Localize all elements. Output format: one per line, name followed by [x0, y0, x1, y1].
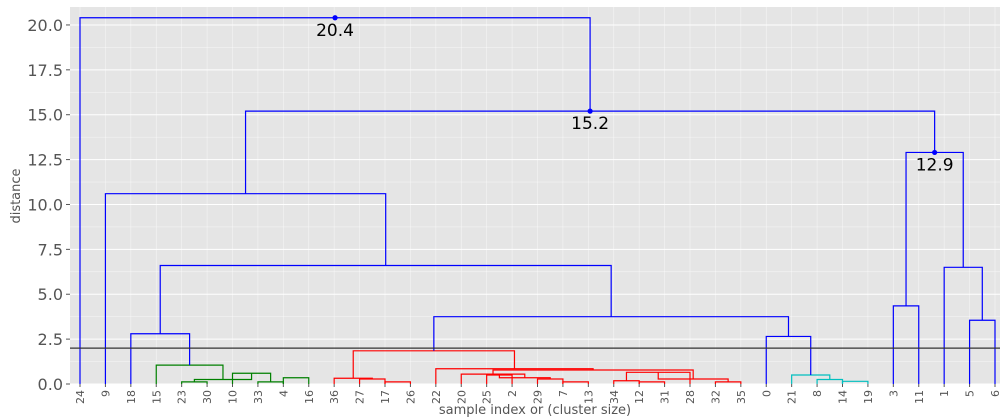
x-tick-label: 28	[684, 390, 697, 404]
x-tick-label: 30	[201, 390, 214, 404]
x-tick-label: 31	[659, 390, 672, 404]
x-tick-label: 0	[760, 390, 773, 397]
annotation-dot	[332, 15, 338, 21]
x-tick-label: 5	[964, 390, 977, 397]
dendrogram-link	[791, 374, 831, 384]
dendrogram-link	[193, 373, 253, 382]
x-tick-label: 22	[430, 390, 443, 404]
x-tick-label: 27	[354, 390, 367, 404]
y-tick-label: 7.5	[38, 240, 63, 259]
annotation-label: 15.2	[571, 114, 609, 134]
annotation-dot	[932, 149, 938, 156]
x-tick-label: 29	[532, 390, 545, 404]
x-tick-label: 25	[481, 390, 494, 404]
y-tick-label: 10.0	[27, 195, 63, 214]
dendrogram-link	[562, 381, 589, 384]
x-tick-label: 15	[150, 390, 163, 404]
dendrogram-link	[841, 380, 869, 384]
y-tick-label: 5.0	[38, 285, 63, 304]
x-tick-label: 26	[404, 390, 417, 404]
dendrogram-link	[104, 193, 387, 384]
y-tick-label: 0.0	[38, 375, 63, 394]
x-tick-label: 3	[887, 390, 900, 397]
annotations: 20.4 15.2 12.9	[316, 15, 954, 175]
dendrogram-link	[638, 381, 666, 384]
x-tick-label: 24	[74, 390, 87, 404]
x-tick-label: 2	[506, 390, 519, 397]
x-axis: 24 9 18 15 23 30 10 33 4 16 36 27 17 26 22 20 25 2 29 7 13 34…	[74, 384, 1000, 404]
x-tick-label: 1	[938, 390, 951, 397]
dendrogram-link	[433, 316, 790, 351]
x-tick-label: 12	[633, 390, 646, 404]
x-tick-label: 19	[862, 390, 875, 404]
dendrogram-link	[498, 375, 551, 379]
x-tick-label: 33	[252, 390, 265, 404]
x-tick-label: 7	[557, 390, 570, 397]
x-tick-label: 16	[303, 390, 316, 404]
dendrogram-link	[714, 381, 742, 384]
y-tick-label: 20.0	[27, 16, 63, 35]
dendrogram-link	[181, 381, 208, 384]
x-tick-label: 4	[277, 390, 290, 397]
x-tick-label: 10	[227, 390, 240, 404]
x-tick-label: 9	[99, 390, 112, 397]
x-tick-label: 35	[735, 390, 748, 404]
x-axis-title: sample index or (cluster size)	[439, 403, 631, 418]
x-tick-label: 21	[786, 390, 799, 404]
y-axis: 0.0 2.5 5.0 7.5 10.0 12.5 15.0 17.5 20.0	[27, 16, 70, 394]
y-tick-label: 2.5	[38, 330, 63, 349]
dendrogram-link	[282, 377, 310, 384]
x-tick-label: 36	[328, 390, 341, 404]
x-tick-label: 17	[379, 390, 392, 404]
x-tick-label: 11	[913, 390, 926, 404]
annotation-label: 20.4	[316, 21, 354, 41]
dendrogram-link	[384, 381, 412, 384]
x-tick-label: 18	[125, 390, 138, 404]
y-axis-title: distance	[9, 168, 24, 223]
annotation-dot	[587, 108, 593, 114]
annotation-label: 12.9	[916, 155, 954, 175]
x-tick-label: 14	[837, 390, 850, 404]
grid-lines	[70, 7, 1000, 385]
y-tick-label: 17.5	[27, 61, 63, 80]
y-tick-label: 15.0	[27, 106, 63, 125]
x-tick-label: 32	[709, 390, 722, 404]
plot-background	[70, 7, 1000, 384]
x-tick-label: 34	[608, 390, 621, 404]
x-tick-label: 23	[176, 390, 189, 404]
x-tick-label: 8	[811, 390, 824, 397]
x-tick-label: 20	[455, 390, 468, 404]
x-tick-label: 13	[582, 390, 595, 404]
x-tick-label: 6	[989, 390, 1000, 397]
dendrogram-link	[943, 266, 983, 384]
y-tick-label: 12.5	[27, 151, 63, 170]
